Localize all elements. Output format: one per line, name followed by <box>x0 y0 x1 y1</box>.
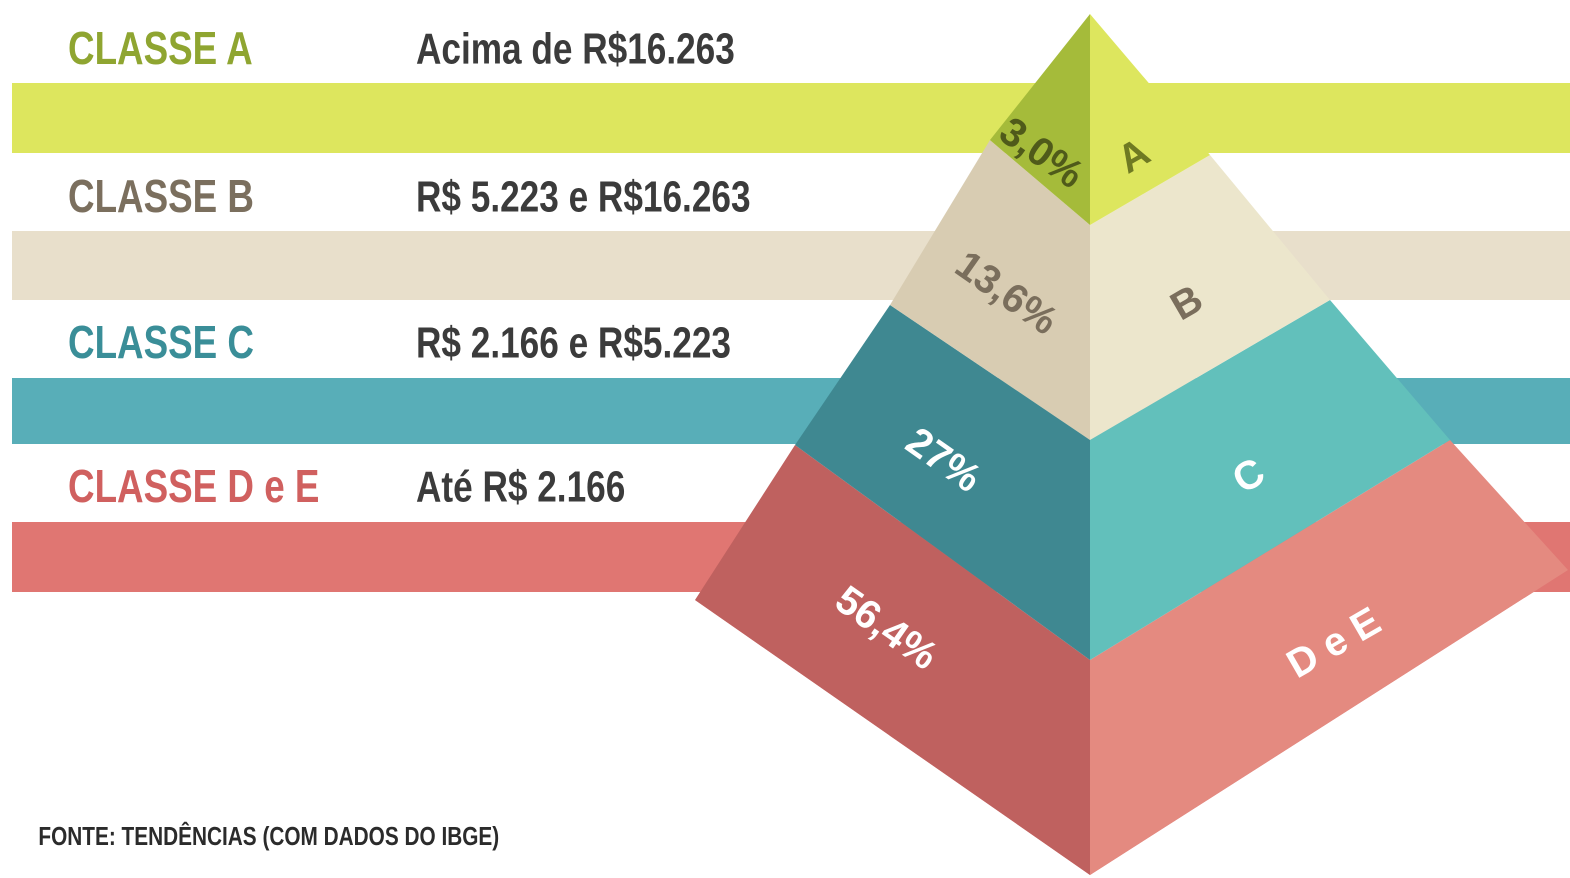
layer-a-right <box>1090 14 1210 225</box>
class-range: R$ 2.166 e R$5.223 <box>416 319 731 368</box>
layer-d-left <box>695 445 1090 875</box>
band-b <box>12 231 1570 300</box>
source-note: FONTE: TENDÊNCIAS (COM DADOS DO IBGE) <box>38 821 499 851</box>
layer-b-right <box>1090 155 1330 440</box>
class-range: Acima de R$16.263 <box>416 25 735 74</box>
class-name: CLASSE C <box>68 316 254 368</box>
layer-d-right <box>1090 440 1568 875</box>
pyramid <box>695 14 1568 875</box>
layer-a-left <box>990 14 1090 225</box>
class-range: R$ 5.223 e R$16.263 <box>416 173 751 222</box>
class-name: CLASSE B <box>68 170 254 222</box>
class-range: Até R$ 2.166 <box>416 463 625 512</box>
layer-b-left <box>890 140 1090 440</box>
layer-c-left <box>795 305 1090 660</box>
band-a <box>12 83 1570 153</box>
layer-c-right <box>1090 300 1450 660</box>
class-name: CLASSE A <box>68 22 253 74</box>
class-name: CLASSE D e E <box>68 460 319 512</box>
